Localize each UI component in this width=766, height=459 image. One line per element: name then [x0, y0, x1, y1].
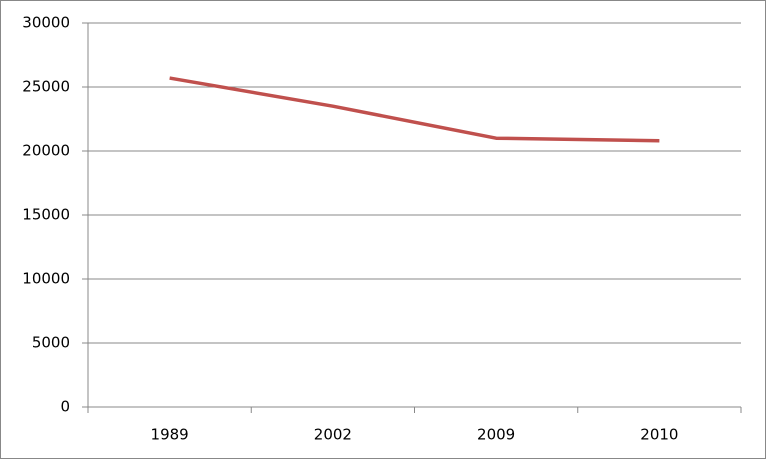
- y-tick-label: 10000: [22, 270, 70, 288]
- y-tick-label: 25000: [22, 78, 70, 96]
- y-tick-label: 15000: [22, 206, 70, 224]
- x-tick-label: 2009: [477, 426, 515, 444]
- x-tick-label: 1989: [151, 426, 189, 444]
- y-tick-label: 30000: [22, 14, 70, 32]
- y-tick-label: 0: [60, 398, 70, 416]
- x-tick-label: 2002: [314, 426, 352, 444]
- y-tick-label: 20000: [22, 142, 70, 160]
- x-tick-label: 2010: [640, 426, 678, 444]
- series-line: [169, 76, 660, 143]
- y-tick-label: 5000: [32, 334, 70, 352]
